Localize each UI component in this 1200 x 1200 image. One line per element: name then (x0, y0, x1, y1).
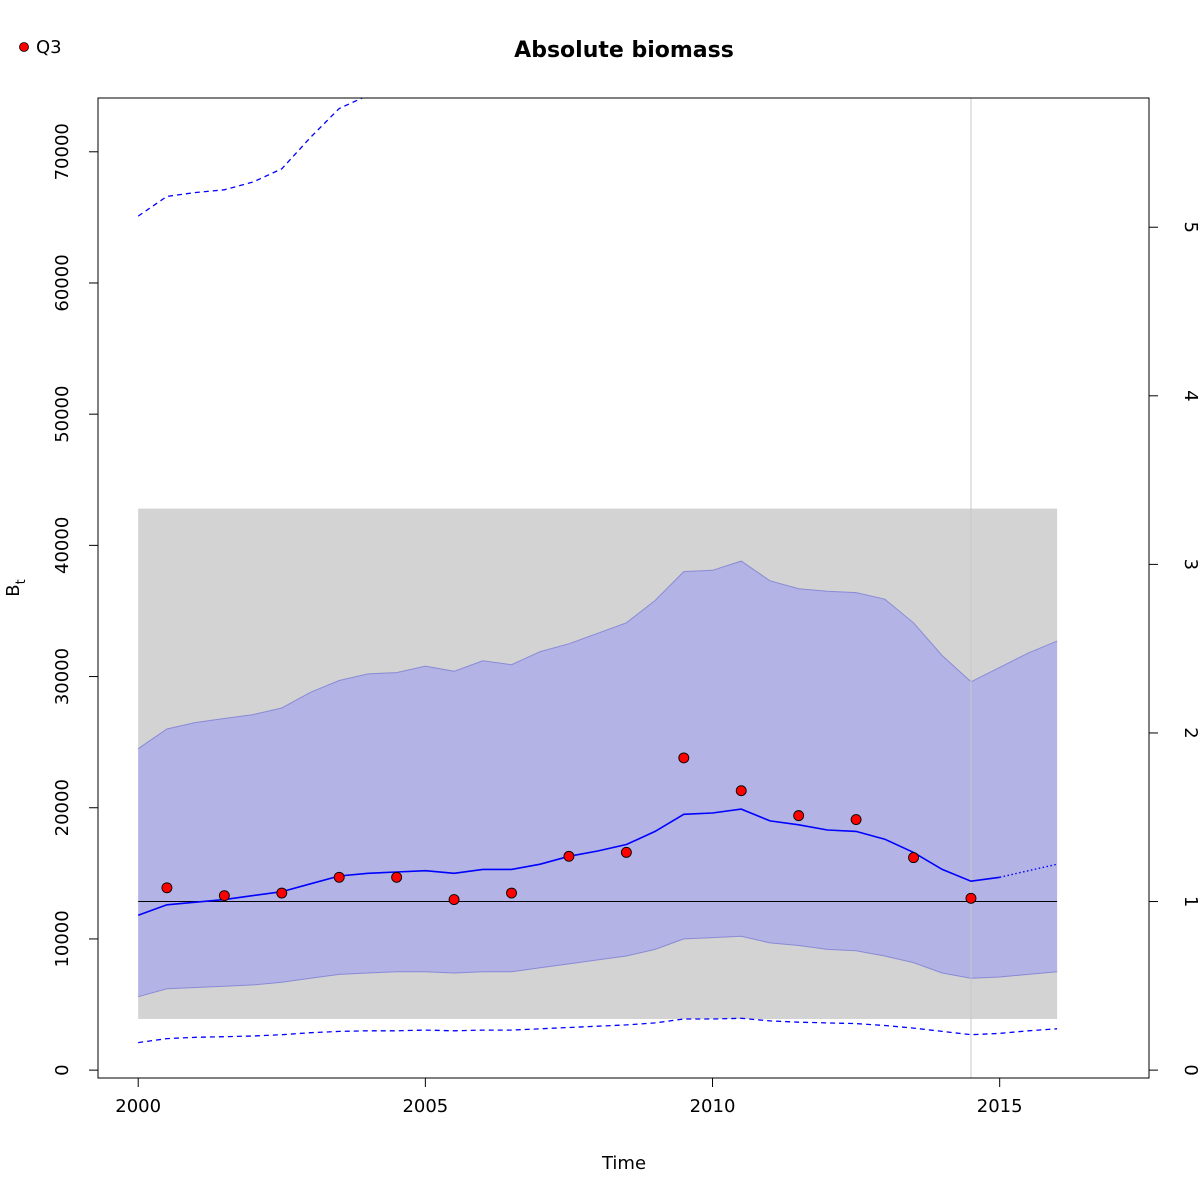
ci-band (138, 561, 1058, 997)
biomass-prediction-line (999, 863, 1058, 878)
plot-area (137, 98, 1058, 1078)
x-tick-label: 2015 (977, 1096, 1023, 1117)
y-axis-label: Bt (3, 579, 29, 596)
observation-point (333, 871, 345, 883)
y-axis-left: 0 10000 20000 30000 40000 50000 60000 70000 (52, 123, 98, 1076)
x-tick-label: 2000 (115, 1096, 161, 1117)
observation-point (965, 892, 977, 904)
right-y-tick-label: 0 (1180, 1064, 1200, 1075)
observation-point (850, 814, 862, 826)
y-axis-label-subscript: t (14, 579, 29, 584)
ci-lower-line (138, 935, 1058, 998)
x-axis-label: Time (601, 1153, 646, 1174)
x-tick-label: 2005 (402, 1096, 448, 1117)
svg-text:Bt: Bt (3, 579, 29, 596)
y-axis-label-main: B (3, 584, 24, 596)
x-axis: 2000 2005 2010 2015 (115, 1078, 1023, 1117)
observation-point (161, 882, 173, 894)
observation-point (620, 846, 632, 858)
dashed-upper-line (137, 98, 363, 217)
observation-point (908, 852, 919, 864)
y-tick-label: 40000 (52, 517, 73, 574)
y-tick-label: 70000 (52, 123, 73, 180)
y-tick-label: 50000 (52, 386, 73, 443)
observation-point (563, 850, 575, 862)
y-tick-label: 20000 (52, 779, 73, 836)
legend-marker (19, 42, 29, 52)
y-tick-label: 30000 (52, 648, 73, 705)
ci-upper-line (137, 560, 1058, 750)
observation-point (276, 887, 288, 899)
right-y-tick-label: 4 (1180, 390, 1200, 401)
observation-point (448, 894, 460, 906)
legend: Q3 (19, 37, 62, 58)
right-y-tick-label: 1 (1180, 896, 1200, 907)
observation-point (793, 810, 805, 822)
observation-point (506, 887, 517, 899)
observation-point (735, 785, 747, 797)
right-y-tick-label: 2 (1180, 727, 1200, 738)
observation-point (218, 890, 230, 902)
plot-frame (97, 97, 1150, 1079)
y-axis-right: 0 1 2 3 4 5 (1149, 221, 1200, 1076)
observation-point (391, 871, 403, 883)
right-y-tick-label: 3 (1180, 559, 1200, 570)
y-tick-label: 10000 (52, 910, 73, 967)
chart-title: Absolute biomass (514, 38, 734, 63)
legend-label: Q3 (36, 37, 62, 58)
right-y-tick-label: 5 (1180, 221, 1200, 232)
dashed-lower-line (138, 1017, 1058, 1044)
y-tick-label: 60000 (52, 254, 73, 311)
x-tick-label: 2010 (690, 1096, 736, 1117)
observation-point (678, 752, 690, 764)
y-tick-label: 0 (52, 1064, 73, 1075)
